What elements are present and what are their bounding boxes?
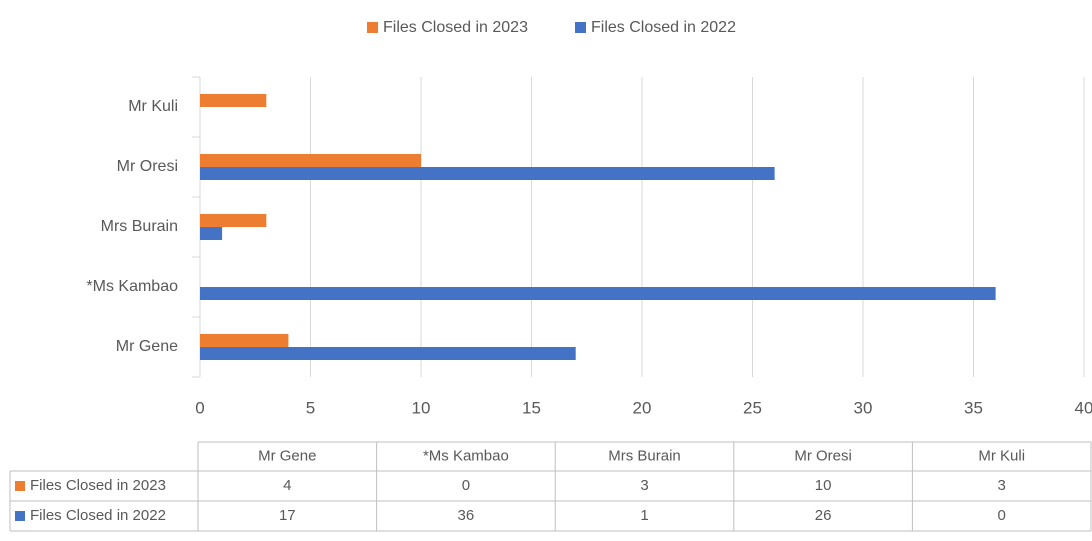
y-tick-label: Mr Gene [116, 338, 178, 355]
x-tick-label: 15 [522, 398, 541, 417]
table-row-label: Files Closed in 2023 [30, 477, 166, 494]
table-cell: 3 [998, 477, 1006, 494]
table-header: *Ms Kambao [423, 447, 509, 464]
table-cell: 1 [640, 507, 648, 524]
legend-label: Files Closed in 2023 [383, 19, 528, 36]
y-tick-label: Mr Oresi [117, 158, 178, 175]
table-cell: 10 [815, 477, 832, 494]
bar [200, 154, 421, 167]
table-cell: 26 [815, 507, 832, 524]
x-tick-label: 5 [306, 398, 315, 417]
x-tick-label: 40 [1075, 398, 1092, 417]
table-header: Mrs Burain [608, 447, 681, 464]
y-tick-label: Mrs Burain [101, 218, 178, 235]
x-tick-label: 0 [195, 398, 204, 417]
legend-label: Files Closed in 2022 [591, 19, 736, 36]
table-legend-swatch [15, 481, 25, 491]
table-cell: 4 [283, 477, 291, 494]
x-tick-label: 35 [964, 398, 983, 417]
y-tick-label: Mr Kuli [128, 98, 178, 115]
table-cell: 17 [279, 507, 296, 524]
legend-swatch [367, 22, 378, 33]
bar [200, 167, 775, 180]
bar [200, 227, 223, 240]
table-legend-swatch [15, 511, 25, 521]
bar [200, 214, 267, 227]
x-tick-label: 25 [743, 398, 762, 417]
table-cell: 36 [458, 507, 475, 524]
x-tick-label: 20 [633, 398, 652, 417]
y-tick-label: *Ms Kambao [86, 278, 178, 295]
table-cell: 0 [462, 477, 470, 494]
table-cell: 0 [998, 507, 1006, 524]
table-row-label: Files Closed in 2022 [30, 507, 166, 524]
table-header: Mr Oresi [794, 447, 852, 464]
bar [200, 347, 576, 360]
table-header: Mr Gene [258, 447, 316, 464]
bar [200, 94, 267, 107]
bar [200, 334, 289, 347]
x-tick-label: 30 [854, 398, 873, 417]
x-tick-label: 10 [412, 398, 431, 417]
table-header: Mr Kuli [978, 447, 1025, 464]
table-cell: 3 [640, 477, 648, 494]
bar [200, 287, 996, 300]
legend-swatch [575, 22, 586, 33]
